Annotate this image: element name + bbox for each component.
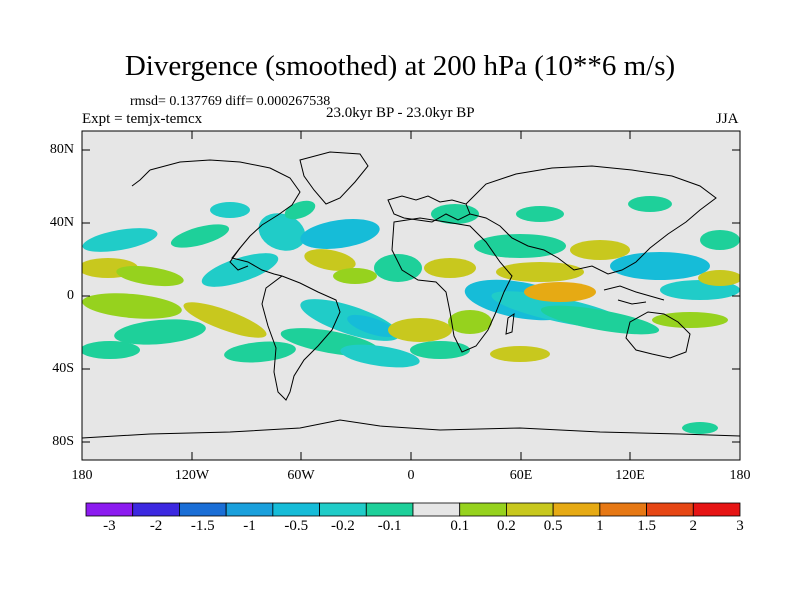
period-label: 23.0kyr BP - 23.0kyr BP — [326, 105, 475, 121]
y-label-80n: 80N — [49, 142, 74, 157]
field-contour-13 — [114, 319, 206, 345]
axis-ticks — [82, 131, 740, 460]
x-label-60w: 60W — [287, 468, 315, 483]
x-label-180w: 180 — [71, 468, 93, 483]
colorbar-swatch-4 — [272, 502, 320, 517]
colorbar-label-12: 2 — [689, 518, 698, 534]
colorbar-label-1: -2 — [149, 518, 163, 534]
field-contour-17 — [347, 314, 397, 338]
field-contour-32 — [698, 270, 740, 286]
field-contour-40 — [210, 202, 250, 218]
colorbar-label-7: 0.1 — [450, 518, 470, 534]
field-contour-10 — [431, 204, 479, 224]
coastlines — [82, 151, 740, 439]
field-contour-15 — [183, 302, 267, 338]
field-contour-29 — [610, 252, 710, 280]
colorbar-swatch-9 — [506, 502, 554, 517]
field-contour-1 — [170, 224, 230, 248]
field-contour-37 — [410, 341, 470, 359]
field-contour-0 — [82, 228, 158, 252]
colorbar-swatch-8 — [459, 502, 507, 517]
field-contour-4 — [201, 253, 279, 287]
colorbar-label-2: -1.5 — [190, 518, 215, 534]
y-label-80s: 80S — [52, 434, 74, 449]
colorbar-swatch-0 — [85, 502, 134, 517]
divergence-field — [82, 196, 740, 434]
season-label: JJA — [716, 111, 739, 127]
x-label-0: 0 — [407, 468, 415, 483]
colorbar-swatch-3 — [225, 502, 274, 517]
colorbar-swatch-10 — [552, 502, 601, 517]
field-contour-28 — [570, 240, 630, 260]
x-label-60e: 60E — [509, 468, 533, 483]
colorbar-label-0: -3 — [103, 518, 116, 534]
colorbar — [85, 502, 741, 517]
colorbar-label-13: 3 — [736, 518, 744, 534]
field-contour-41 — [333, 268, 377, 284]
field-contour-24 — [540, 305, 660, 335]
colorbar-swatch-2 — [179, 502, 227, 517]
field-contour-19 — [224, 341, 296, 363]
colorbar-label-4: -0.5 — [284, 518, 309, 534]
colorbar-label-6: -0.1 — [377, 518, 402, 534]
map-background — [82, 131, 740, 460]
field-contour-14 — [82, 341, 140, 359]
x-label-120e: 120E — [615, 468, 645, 483]
colorbar-label-10: 1 — [596, 518, 604, 534]
colorbar-swatch-5 — [319, 502, 367, 517]
colorbar-swatch-11 — [599, 502, 647, 517]
colorbar-label-11: 1.5 — [637, 518, 656, 534]
field-contour-9 — [424, 258, 476, 278]
field-contour-27 — [474, 234, 566, 258]
field-contour-25 — [524, 282, 596, 302]
field-contour-20 — [388, 318, 452, 342]
colorbar-label-8: 0.2 — [497, 518, 516, 534]
field-contour-36 — [340, 344, 420, 368]
field-contour-38 — [490, 346, 550, 362]
colorbar-swatch-13 — [692, 502, 741, 517]
y-label-0: 0 — [67, 288, 74, 303]
field-contour-21 — [448, 310, 492, 334]
colorbar-label-3: -1 — [243, 518, 256, 534]
map-title: Divergence (smoothed) at 200 hPa (10**6 … — [124, 50, 676, 82]
y-label-40n: 40N — [49, 215, 74, 230]
field-contour-12 — [82, 293, 182, 319]
field-contour-33 — [652, 312, 728, 328]
y-label-40s: 40S — [52, 361, 74, 376]
colorbar-swatch-7 — [412, 502, 461, 517]
field-contour-6 — [300, 219, 380, 249]
colorbar-swatch-6 — [365, 502, 414, 517]
colorbar-swatch-1 — [132, 502, 180, 517]
field-contour-31 — [700, 230, 740, 250]
experiment-label: Expt = temjx-temcx — [82, 111, 203, 127]
field-contour-7 — [304, 249, 356, 271]
x-label-120w: 120W — [174, 468, 210, 483]
field-contour-3 — [116, 265, 184, 287]
field-contour-5 — [258, 213, 306, 251]
field-contour-26 — [496, 262, 584, 282]
field-contour-35 — [516, 206, 564, 222]
colorbar-swatch-12 — [646, 502, 694, 517]
colorbar-label-9: 0.5 — [543, 518, 563, 534]
x-label-180e: 180 — [729, 468, 751, 483]
colorbar-label-5: -0.2 — [331, 518, 355, 534]
stats-text: rmsd= 0.137769 diff= 0.000267538 — [130, 94, 331, 109]
field-contour-39 — [682, 422, 718, 434]
field-contour-34 — [628, 196, 672, 212]
